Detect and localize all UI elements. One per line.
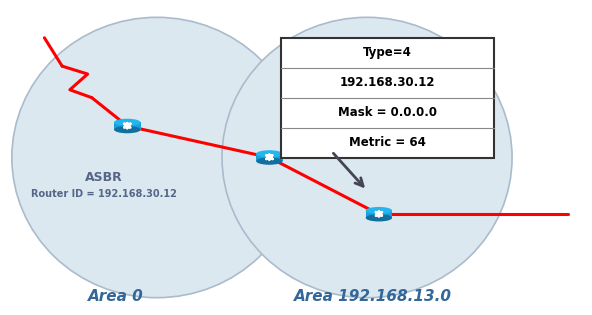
FancyBboxPatch shape — [114, 122, 140, 130]
Text: Area 0: Area 0 — [88, 289, 143, 304]
Ellipse shape — [366, 214, 392, 221]
FancyBboxPatch shape — [366, 210, 392, 218]
Text: Router ID = 192.168.30.12: Router ID = 192.168.30.12 — [31, 189, 176, 199]
FancyBboxPatch shape — [256, 154, 282, 161]
Text: Metric = 64: Metric = 64 — [349, 136, 426, 149]
Bar — [281, 38, 494, 158]
Text: Area 192.168.13.0: Area 192.168.13.0 — [294, 289, 452, 304]
Text: ASBR: ASBR — [85, 171, 123, 185]
Ellipse shape — [114, 119, 140, 126]
Ellipse shape — [12, 17, 302, 298]
Text: Type=4: Type=4 — [363, 46, 412, 59]
Ellipse shape — [114, 126, 140, 133]
Ellipse shape — [222, 17, 512, 298]
Text: 192.168.30.12: 192.168.30.12 — [340, 76, 436, 89]
Ellipse shape — [256, 158, 282, 165]
Ellipse shape — [366, 207, 392, 214]
Text: Mask = 0.0.0.0: Mask = 0.0.0.0 — [338, 106, 437, 119]
Ellipse shape — [256, 150, 282, 158]
